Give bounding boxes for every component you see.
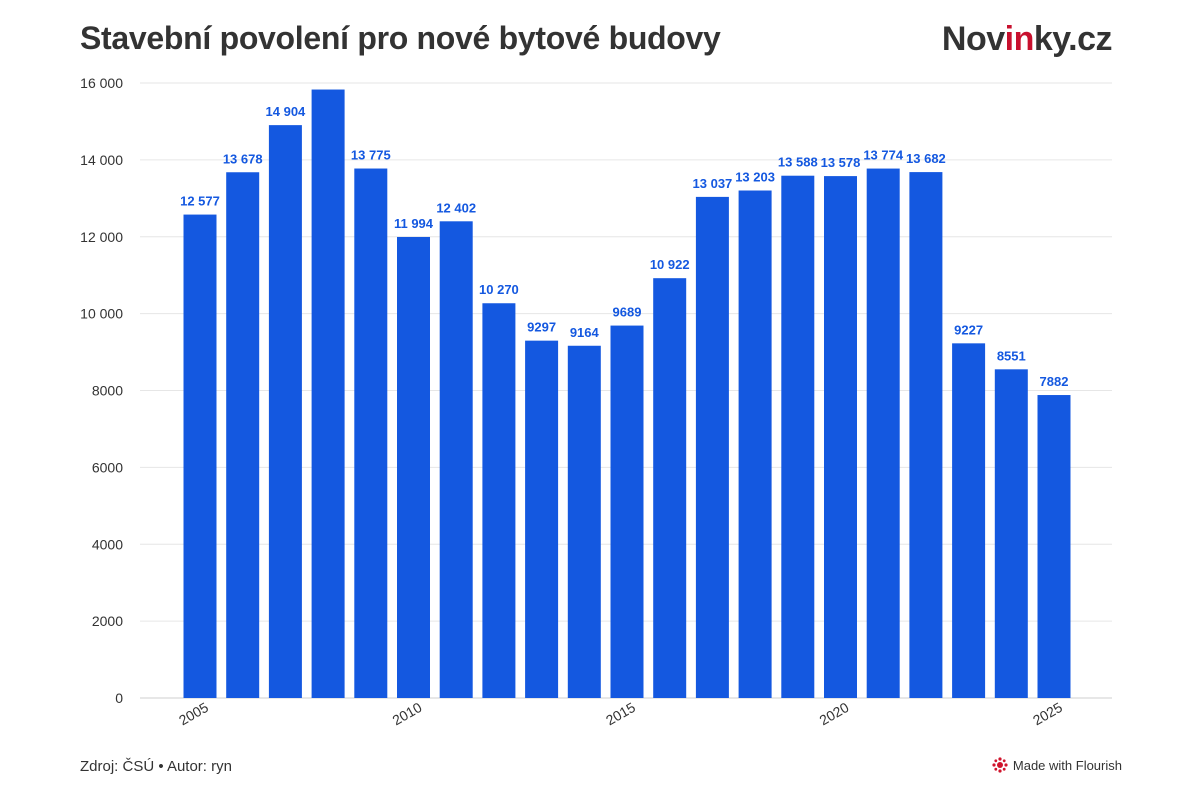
y-tick-label: 0 [115, 690, 123, 706]
bar-2013[interactable] [525, 340, 559, 698]
bar-2010[interactable] [397, 236, 430, 698]
flourish-label: Made with Flourish [1012, 757, 1122, 773]
bars [183, 89, 1071, 699]
y-tick-label: 4000 [92, 536, 123, 552]
bar-2023[interactable] [952, 343, 986, 698]
data-label-2021: 13 774 [863, 148, 904, 163]
data-label-2019: 13 588 [778, 155, 818, 170]
x-axis-ticks: 2005 2010 2015 2020 2025 [176, 699, 1065, 729]
bar-2018[interactable] [738, 190, 772, 698]
data-label-2022: 13 682 [906, 151, 946, 166]
flourish-icon [992, 757, 1008, 773]
x-tick-label: 2025 [1030, 699, 1065, 729]
data-label-2007: 14 904 [266, 104, 307, 119]
data-label-2011: 12 402 [436, 200, 476, 215]
novinky-logo[interactable]: Novinky.cz [941, 20, 1113, 59]
data-label-2013: 9297 [527, 320, 556, 335]
x-tick-label: 2005 [176, 699, 211, 729]
flourish-credit[interactable]: Made with Flourish [992, 757, 1122, 773]
data-label-2010: 11 994 [394, 216, 434, 231]
bar-2006[interactable] [226, 172, 260, 698]
bar-2005[interactable] [183, 214, 217, 698]
y-tick-label: 10 000 [80, 306, 123, 322]
data-label-2014: 9164 [570, 325, 600, 340]
bar-2008[interactable] [311, 89, 345, 699]
bar-2007[interactable] [268, 125, 302, 698]
bar-2017[interactable] [695, 196, 729, 698]
y-tick-label: 14 000 [80, 152, 123, 168]
y-tick-label: 8000 [92, 383, 123, 399]
bar-2025[interactable] [1037, 395, 1071, 698]
data-label-2017: 13 037 [693, 176, 733, 191]
source-note: Zdroj: ČSÚ • Autor: ryn [80, 758, 232, 775]
data-label-2023: 9227 [954, 322, 983, 337]
bar-2019[interactable] [781, 175, 815, 698]
data-label-2016: 10 922 [650, 257, 690, 272]
data-label-2025: 7882 [1040, 374, 1069, 389]
data-label-2012: 10 270 [479, 282, 519, 297]
data-label-2006: 13 678 [223, 151, 263, 166]
x-tick-label: 2020 [817, 699, 852, 729]
y-axis-ticks: 0 2000 4000 6000 8000 10 000 12 000 14 000 16 00… [80, 75, 123, 706]
x-tick-label: 2010 [390, 699, 425, 729]
y-tick-label: 16 000 [80, 75, 123, 91]
bar-2021[interactable] [866, 168, 900, 698]
bar-2020[interactable] [824, 176, 857, 698]
logo-suffix: ky.cz [1033, 20, 1113, 58]
data-label-2018: 13 203 [735, 170, 775, 185]
bar-2015[interactable] [610, 325, 644, 698]
bar-2024[interactable] [994, 369, 1028, 698]
y-tick-label: 6000 [92, 459, 123, 475]
bar-2022[interactable] [909, 172, 943, 698]
y-tick-label: 12 000 [80, 229, 123, 245]
chart-title: Stavební povolení pro nové bytové budovy [80, 20, 721, 56]
y-tick-label: 2000 [92, 613, 123, 629]
bar-2012[interactable] [482, 303, 516, 698]
bar-2009[interactable] [354, 168, 388, 698]
data-label-2009: 13 775 [351, 148, 391, 163]
bar-2011[interactable] [439, 221, 473, 698]
x-tick-label: 2015 [603, 699, 638, 729]
data-label-2015: 9689 [613, 305, 642, 320]
data-label-2024: 8551 [997, 348, 1026, 363]
logo-prefix: Nov [941, 20, 1005, 58]
logo-accent: in [1004, 20, 1035, 58]
data-label-2005: 12 577 [180, 194, 220, 209]
bar-2014[interactable] [567, 345, 601, 698]
data-label-2020: 13 578 [821, 155, 861, 170]
bar-2016[interactable] [653, 278, 687, 698]
